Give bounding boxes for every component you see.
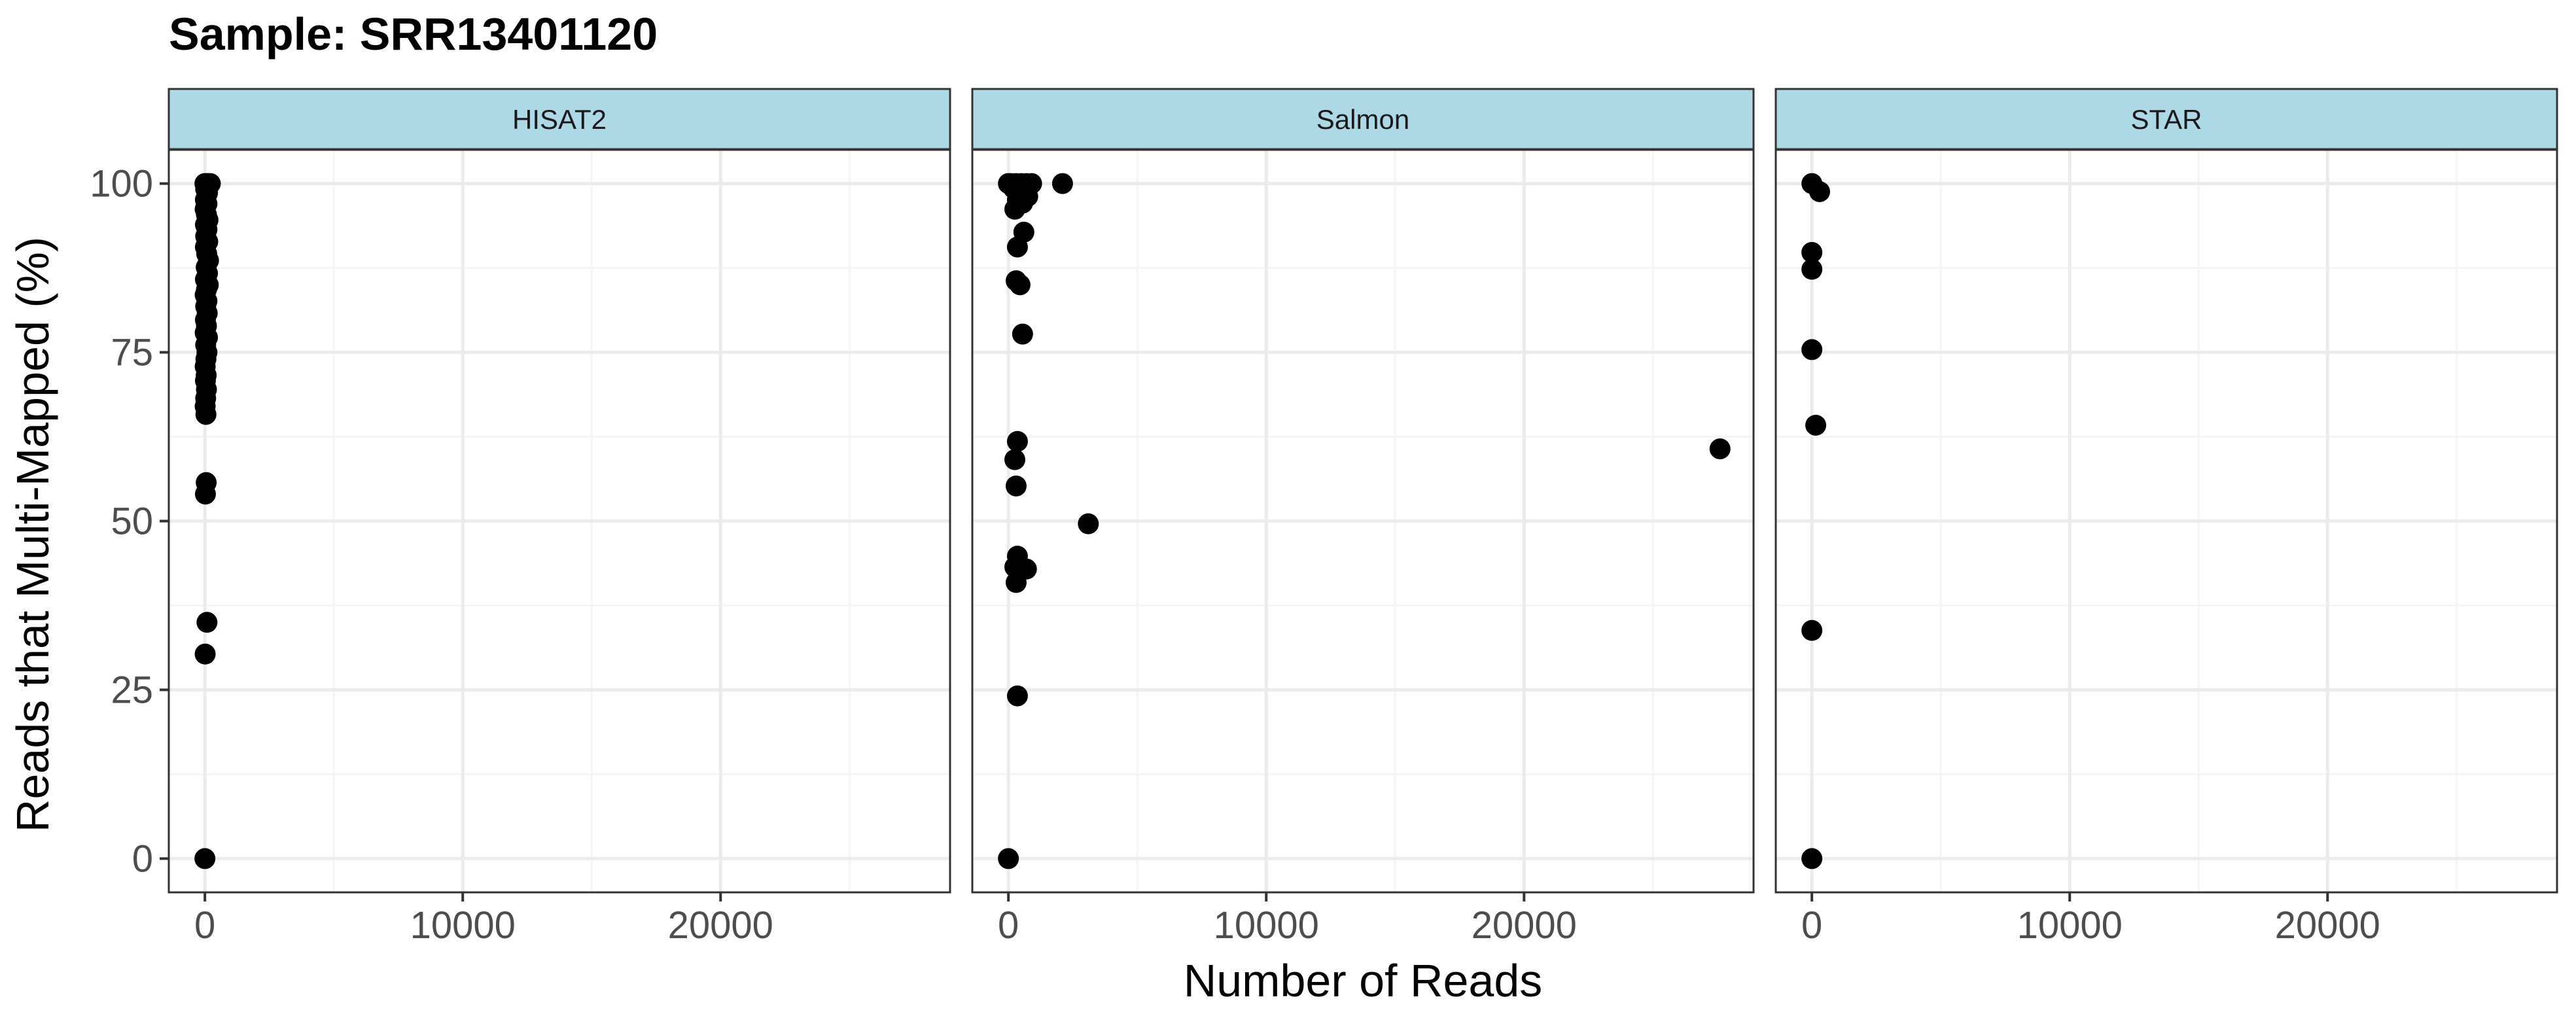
facet-strip-label: STAR [2131,104,2202,135]
facet-strip-label: Salmon [1316,104,1409,135]
data-point [1801,620,1823,641]
data-point [194,848,216,869]
data-point [1801,339,1823,360]
data-point [1801,241,1823,263]
data-point [1808,181,1830,202]
data-point [1006,430,1028,452]
x-tick-label: 10000 [410,904,516,947]
data-point [1801,848,1823,869]
x-axis-label: Number of Reads [1184,955,1543,1006]
data-point [1709,438,1731,460]
x-tick-label: 0 [194,904,215,947]
data-point [1006,236,1028,258]
y-tick-label: 100 [90,163,153,205]
data-point [1004,198,1026,220]
x-tick-label: 20000 [2275,904,2380,947]
data-point [194,643,216,665]
x-tick-label: 10000 [1214,904,1319,947]
data-point [1078,513,1099,534]
facets: HISAT2 0 10000 20000 0 25 50 75 100 Salmon 0 10000 2… [90,88,2558,947]
data-point [998,848,1019,869]
x-tick-label: 0 [998,904,1019,947]
facet-strip [1774,88,2558,150]
y-tick-label: 75 [111,332,153,374]
x-tick-label: 20000 [668,904,773,947]
y-axis-label: Reads that Multi-Mapped (%) [7,237,58,832]
y-tick-label: 0 [132,837,153,880]
facet-strip-label: HISAT2 [512,104,607,135]
data-point [1009,274,1031,296]
chart-title: Sample: SRR13401120 [169,9,658,60]
data-point [1004,449,1026,470]
x-tick-label: 0 [1801,904,1822,947]
data-point [1801,258,1823,280]
x-tick-label: 10000 [2017,904,2123,947]
facet-hisat2: HISAT2 0 10000 20000 0 25 50 75 100 [90,88,951,947]
y-tick-label: 25 [111,669,153,711]
y-tick-label: 50 [111,500,153,543]
data-point [194,483,216,505]
facet-strip [168,88,951,150]
data-point [196,612,218,633]
data-point [1012,323,1033,345]
data-point [1005,475,1027,497]
facet-star: STAR 0 10000 20000 [1774,88,2558,947]
data-point [1005,572,1027,593]
data-point [1051,173,1073,194]
facet-salmon: Salmon 0 10000 20000 [971,88,1755,947]
data-point [195,404,217,425]
x-tick-label: 20000 [1472,904,1577,947]
data-point [1805,414,1827,436]
facet-strip [971,88,1755,150]
data-point [1006,685,1028,707]
